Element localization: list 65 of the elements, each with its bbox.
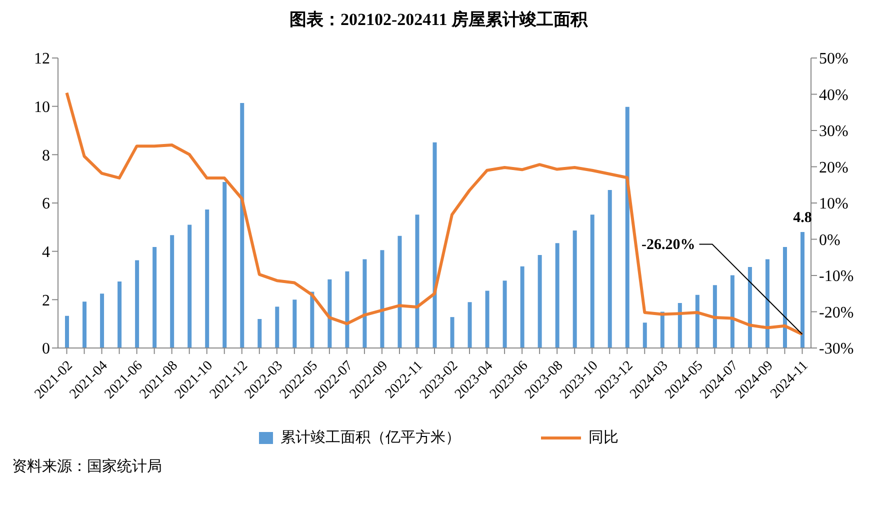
- bar: [82, 302, 87, 348]
- text: 资料来源：国家统计局: [12, 457, 163, 476]
- bar: [468, 302, 472, 348]
- bar: [608, 190, 612, 348]
- bar: [485, 290, 490, 348]
- bar: [642, 322, 647, 348]
- bar: [730, 275, 734, 348]
- y-tick-label: 10: [34, 99, 50, 116]
- bar: [450, 317, 454, 348]
- legend-label: 同比: [588, 428, 618, 447]
- y2-tick-label: 20%: [819, 159, 848, 176]
- bar: [118, 282, 122, 348]
- bar: [205, 210, 210, 348]
- y-tick-label: 2: [42, 292, 50, 310]
- y2-tick-label: 30%: [819, 123, 848, 140]
- bar: [415, 214, 420, 348]
- bar: [222, 182, 227, 348]
- y2-tick-label: 40%: [819, 86, 848, 104]
- bar: [765, 259, 770, 348]
- bar: [748, 267, 752, 348]
- bar: [398, 236, 402, 348]
- bar: [572, 230, 577, 348]
- bar: [380, 250, 384, 348]
- y-tick-label: 0: [42, 340, 50, 358]
- y2-tick-label: 50%: [819, 50, 848, 68]
- bar: [328, 279, 332, 348]
- bar: [590, 214, 594, 348]
- y2-tick-label: -30%: [819, 340, 854, 358]
- bar: [100, 294, 104, 348]
- bar: [800, 232, 804, 348]
- bar: [170, 235, 174, 348]
- bar: [712, 285, 717, 348]
- y2-tick-label: 10%: [819, 196, 848, 213]
- bar: [678, 303, 682, 348]
- y2-tick-label: -10%: [819, 268, 854, 286]
- bar: [782, 246, 787, 348]
- bar: [292, 300, 297, 348]
- legend-label: 累计竣工面积（亿平方米）: [280, 428, 460, 447]
- bar: [362, 259, 367, 348]
- bar: [258, 319, 262, 348]
- bar: [555, 243, 560, 348]
- bar: [188, 224, 192, 348]
- bar: [538, 254, 542, 348]
- chart-title: 图表：202102-202411 房屋累计竣工面积: [288, 9, 589, 31]
- y-tick-label: 4: [42, 244, 50, 262]
- data-label: 4.8: [793, 210, 812, 226]
- bar: [660, 312, 664, 348]
- y-tick-label: 6: [42, 196, 50, 213]
- bar: [152, 246, 157, 348]
- y2-tick-label: -20%: [819, 304, 854, 322]
- bar: [135, 260, 140, 348]
- bar: [275, 306, 280, 348]
- y-tick-label: 12: [34, 50, 50, 68]
- bar: [520, 266, 524, 348]
- bar: [345, 271, 350, 348]
- bar: [240, 102, 244, 348]
- bar: [695, 294, 700, 348]
- bar: [65, 316, 70, 348]
- bar: [502, 280, 507, 348]
- y-tick-label: 8: [42, 147, 50, 164]
- bar: [310, 292, 314, 348]
- bar: [625, 106, 630, 348]
- data-label: -26.20%: [641, 237, 696, 254]
- bar: [432, 142, 437, 348]
- y2-tick-label: 0%: [819, 232, 840, 249]
